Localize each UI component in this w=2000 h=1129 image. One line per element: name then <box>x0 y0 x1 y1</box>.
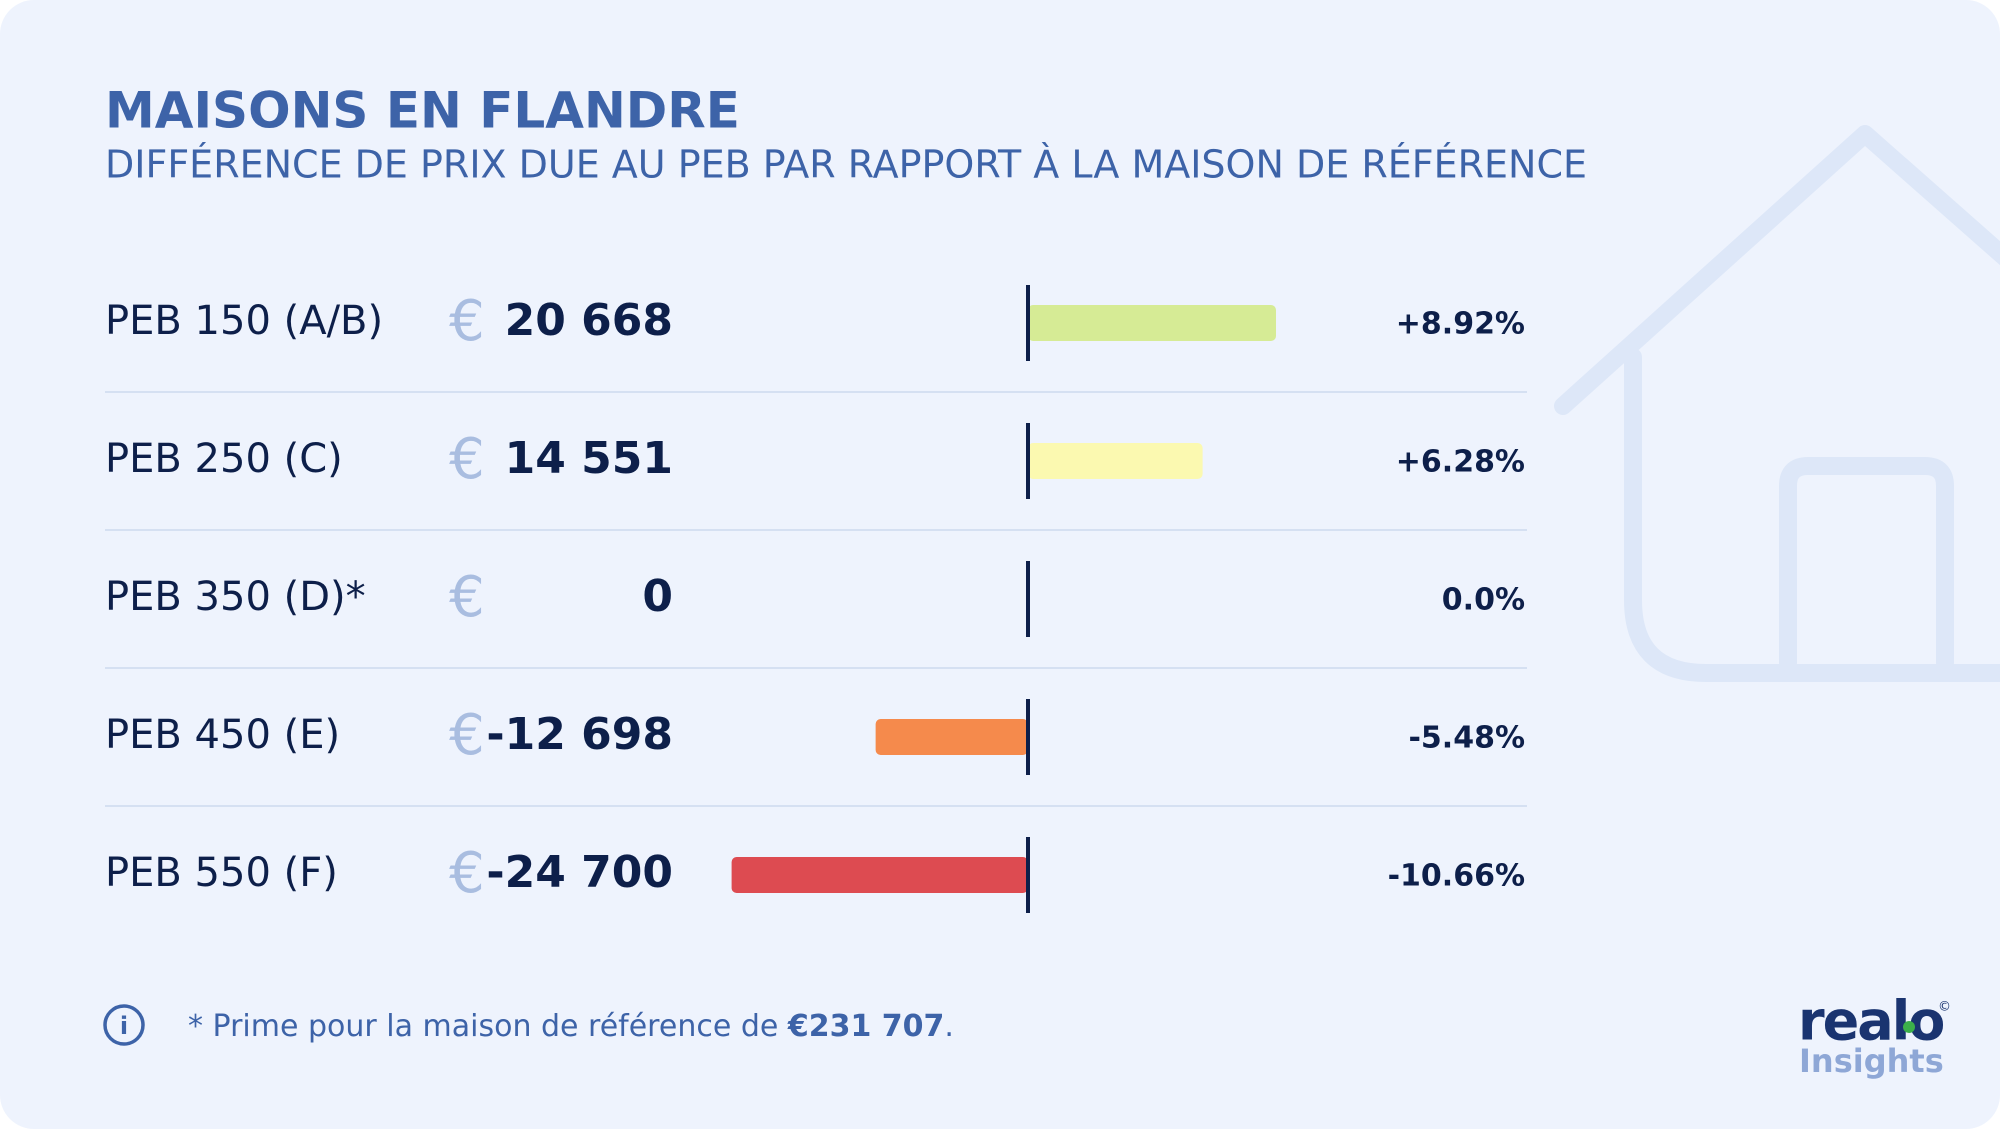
footnote: * Prime pour la maison de référence de €… <box>188 1009 954 1044</box>
bar <box>1028 305 1277 341</box>
percent-label: -5.48% <box>1408 721 1525 756</box>
info-icon <box>103 1004 145 1046</box>
brand-sub: Insights <box>1799 1042 1944 1080</box>
brand-mark: © <box>1938 1000 1951 1015</box>
category-label: PEB 150 (A/B) <box>105 298 383 344</box>
percent-label: +8.92% <box>1396 307 1525 342</box>
chart-subtitle: DIFFÉRENCE DE PRIX DUE AU PEB PAR RAPPOR… <box>105 143 1587 187</box>
brand-dot <box>1903 1021 1915 1033</box>
bar <box>731 857 1028 893</box>
percent-label: 0.0% <box>1442 583 1525 618</box>
house-outline <box>1554 125 2000 682</box>
currency-symbol: € <box>449 703 485 768</box>
currency-symbol: € <box>449 427 485 492</box>
value-label: 20 668 <box>505 295 673 346</box>
currency-symbol: € <box>449 841 485 906</box>
value-label: -12 698 <box>486 709 673 760</box>
footnote-value: €231 707 <box>787 1009 945 1044</box>
footnote-end: . <box>944 1009 954 1044</box>
footnote-text: * Prime pour la maison de référence de <box>188 1009 788 1044</box>
category-label: PEB 550 (F) <box>105 850 338 896</box>
percent-label: -10.66% <box>1388 859 1525 894</box>
info-icon-glyph: i <box>120 1012 128 1040</box>
value-label: 0 <box>642 571 673 622</box>
bar <box>1028 443 1203 479</box>
bar <box>875 719 1028 755</box>
currency-symbol: € <box>449 289 485 354</box>
category-label: PEB 350 (D)* <box>105 574 366 620</box>
category-label: PEB 250 (C) <box>105 436 343 482</box>
value-label: 14 551 <box>505 433 673 484</box>
chart-title: MAISONS EN FLANDRE <box>105 82 740 140</box>
brand-name: realo <box>1798 990 1943 1053</box>
currency-symbol: € <box>449 565 485 630</box>
value-label: -24 700 <box>486 847 673 898</box>
category-label: PEB 450 (E) <box>105 712 340 758</box>
percent-label: +6.28% <box>1396 445 1525 480</box>
